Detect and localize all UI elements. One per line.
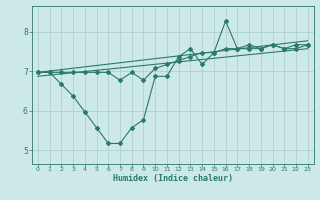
X-axis label: Humidex (Indice chaleur): Humidex (Indice chaleur) (113, 174, 233, 183)
